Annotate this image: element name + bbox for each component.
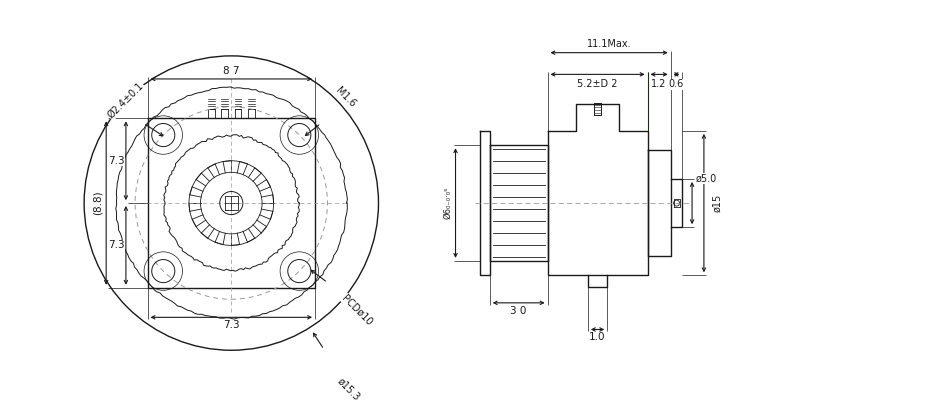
Text: ø15: ø15 [712,194,723,212]
Text: ø5.0: ø5.0 [695,173,716,183]
Text: 8 7: 8 7 [223,66,240,76]
Text: 5.2±D 2: 5.2±D 2 [577,79,618,89]
Text: 7.3: 7.3 [223,320,240,330]
Text: 3 0: 3 0 [511,306,527,316]
Text: 0.6: 0.6 [669,79,684,89]
Text: 11.1Max.: 11.1Max. [587,39,631,49]
Text: Ø6₀₋₀·₀⁵: Ø6₀₋₀·₀⁵ [443,187,452,219]
Text: 7.3: 7.3 [107,240,125,250]
Text: 7.3: 7.3 [107,156,125,166]
Text: M1.6: M1.6 [334,86,358,109]
Text: ø15.3: ø15.3 [336,376,362,402]
Text: 1.2: 1.2 [651,79,667,89]
Text: (8.8): (8.8) [92,191,103,215]
Text: PCDø10: PCDø10 [340,293,375,327]
Text: Ø2.4±0.1: Ø2.4±0.1 [106,81,146,120]
Text: 1.0: 1.0 [590,332,606,342]
